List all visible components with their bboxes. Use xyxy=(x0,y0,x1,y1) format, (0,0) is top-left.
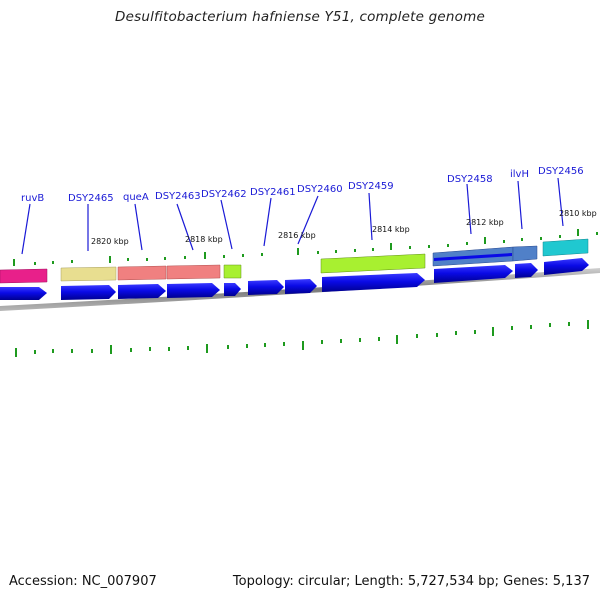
leader-line-dsy2460 xyxy=(297,195,319,245)
gene-arrow-dsy2461[interactable] xyxy=(248,280,284,295)
gene-arrow-dsy2465[interactable] xyxy=(61,285,116,300)
leader-line-ilvh xyxy=(517,180,523,230)
genome-summary-label: Topology: circular; Length: 5,727,534 bp… xyxy=(232,574,590,589)
gene-label-dsy2465[interactable]: DSY2465 xyxy=(68,193,114,204)
cog-bar-dsy2462[interactable] xyxy=(223,264,242,279)
leader-line-dsy2456 xyxy=(557,177,564,227)
gene-label-dsy2463[interactable]: DSY2463 xyxy=(155,191,201,202)
gene-arrow-row xyxy=(0,253,589,300)
leader-line-dsy2462 xyxy=(220,199,233,250)
gene-arrow-dsy2458-strip xyxy=(434,253,512,261)
gene-arrow-ruvb[interactable] xyxy=(0,287,47,300)
gene-arrow-quea[interactable] xyxy=(118,284,166,299)
cog-bar-quea[interactable] xyxy=(117,265,167,281)
cog-feature-row xyxy=(0,238,589,284)
gene-label-dsy2460[interactable]: DSY2460 xyxy=(297,184,343,195)
kbp-label: 2818 kbp xyxy=(185,235,223,244)
gene-label-dsy2459[interactable]: DSY2459 xyxy=(348,181,394,192)
gene-arrow-dsy2463[interactable] xyxy=(167,283,220,298)
leader-line-dsy2458 xyxy=(466,183,472,235)
label-leader-lines xyxy=(21,177,564,255)
map-title: Desulfitobacterium hafniense Y51, comple… xyxy=(115,9,485,25)
kbp-label: 2816 kbp xyxy=(278,231,316,240)
kbp-label-group: 2820 kbp 2818 kbp 2816 kbp 2814 kbp 2812… xyxy=(91,209,597,246)
gene-label-group: ruvB DSY2465 queA DSY2463 DSY2462 DSY246… xyxy=(21,166,584,204)
accession-label: Accession: NC_007907 xyxy=(9,574,157,589)
cog-bar-dsy2456[interactable] xyxy=(542,238,589,257)
gene-arrow-dsy2462[interactable] xyxy=(224,283,241,296)
gene-label-dsy2456[interactable]: DSY2456 xyxy=(538,166,584,177)
gene-arrow-dsy2456[interactable] xyxy=(544,258,589,275)
kbp-label: 2812 kbp xyxy=(466,218,504,227)
leader-line-ruvb xyxy=(21,203,31,255)
gene-label-quea[interactable]: queA xyxy=(123,192,149,203)
gene-label-dsy2462[interactable]: DSY2462 xyxy=(201,189,247,200)
cog-bar-ilvh[interactable] xyxy=(512,245,538,262)
leader-line-quea xyxy=(134,203,143,251)
gene-label-ilvh[interactable]: ilvH xyxy=(510,169,529,180)
gene-arrow-dsy2458[interactable] xyxy=(434,265,513,283)
gene-arrow-ilvh[interactable] xyxy=(515,263,538,278)
gene-label-dsy2461[interactable]: DSY2461 xyxy=(250,187,296,198)
leader-line-dsy2463 xyxy=(176,203,194,251)
gene-label-dsy2458[interactable]: DSY2458 xyxy=(447,174,493,185)
cog-bar-dsy2459[interactable] xyxy=(320,253,426,274)
outer-tick-row xyxy=(13,229,598,266)
gene-arrow-dsy2459[interactable] xyxy=(322,273,425,292)
gene-arrow-dsy2460[interactable] xyxy=(285,279,317,294)
kbp-label: 2820 kbp xyxy=(91,237,129,246)
cog-bar-dsy2465[interactable] xyxy=(60,266,117,282)
inner-tick-row xyxy=(15,320,589,357)
gene-label-ruvb[interactable]: ruvB xyxy=(21,193,44,204)
kbp-label: 2810 kbp xyxy=(559,209,597,218)
leader-line-dsy2461 xyxy=(263,197,272,247)
kbp-label: 2814 kbp xyxy=(372,225,410,234)
cog-bar-ruvb[interactable] xyxy=(0,268,48,284)
cog-bar-dsy2463[interactable] xyxy=(166,264,221,280)
leader-line-dsy2459 xyxy=(368,192,373,241)
